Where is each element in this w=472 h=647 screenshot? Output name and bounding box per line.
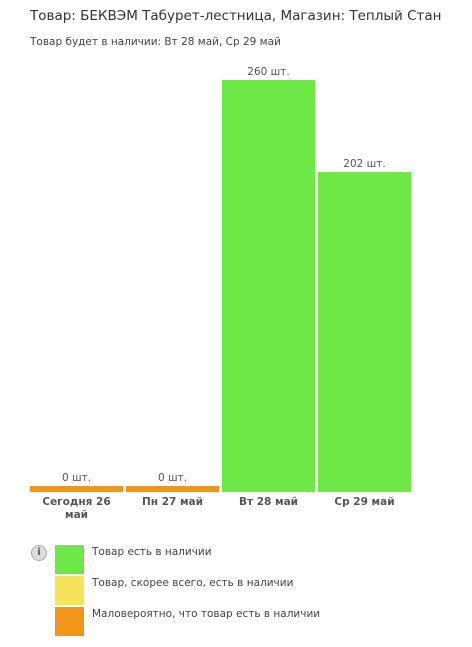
value-label: 260 шт. [247, 66, 290, 78]
x-tick-label: Сегодня 26 май [42, 496, 111, 521]
legend-swatch [55, 545, 84, 574]
bar [318, 171, 411, 492]
x-tick-label: Вт 28 май [238, 496, 299, 508]
value-label: 0 шт. [157, 472, 188, 484]
chart-subtitle: Товар будет в наличии: Вт 28 май, Ср 29 … [30, 36, 281, 48]
legend-swatch [55, 607, 84, 636]
bar [126, 486, 219, 492]
info-icon[interactable]: i [31, 545, 47, 561]
legend-label: Маловероятно, что товар есть в наличии [92, 608, 321, 620]
legend-label: Товар, скорее всего, есть в наличии [92, 577, 294, 589]
legend-swatch [55, 576, 84, 605]
x-tick-label: Пн 27 май [142, 496, 203, 508]
x-tick-label: Ср 29 май [334, 496, 395, 508]
value-label: 0 шт. [61, 472, 92, 484]
chart-title: Товар: БЕКВЭМ Табурет-лестница, Магазин:… [30, 8, 442, 24]
value-label: 202 шт. [343, 157, 386, 170]
bar [30, 486, 123, 492]
bar [222, 80, 315, 492]
legend-label: Товар есть в наличии [92, 546, 212, 558]
